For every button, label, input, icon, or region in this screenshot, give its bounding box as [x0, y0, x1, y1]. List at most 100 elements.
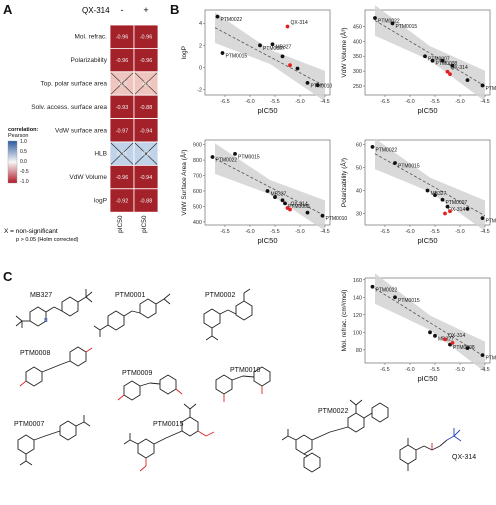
data-point: [271, 42, 275, 46]
molecule-label-qx314: QX-314: [452, 454, 476, 461]
heatmap-cell-value: 0.3: [142, 152, 150, 158]
data-point: [306, 81, 310, 85]
panel-b-letter: B: [170, 2, 179, 17]
heatmap-row-label: VdW Volume: [69, 174, 107, 181]
data-point-label: PTM0010: [486, 86, 496, 92]
data-point-label: PTM0010: [311, 83, 333, 89]
heatmap-cell-value: -0.88: [140, 199, 153, 205]
data-point: [371, 285, 375, 289]
heatmap-cell-value: -0.96: [116, 58, 129, 64]
y-axis-title: Mol. refrac. (cm³/mol): [341, 290, 348, 352]
y-tick-label: 60: [356, 143, 362, 149]
data-point-label: MB327: [276, 45, 292, 51]
data-point: [443, 212, 447, 216]
heatmap-col-label: pIC50: [141, 215, 148, 233]
scatter-vdw-surface-area: PTM0022PTM0015MB327PTM0008QX-314PTM0010-…: [179, 140, 347, 245]
non-significant-note: X = non-significant: [4, 228, 58, 235]
data-point: [428, 330, 432, 334]
heatmap-row-label: VdW surface area: [55, 127, 107, 134]
y-tick-label: 700: [193, 174, 202, 180]
data-point: [423, 54, 427, 58]
data-point: [481, 84, 485, 88]
scatter-polarizability: PTM0022PTM0015MB327PTM0007QX-314PTM0010-…: [339, 138, 496, 245]
panel-a-col-sign-minus: -: [121, 5, 124, 15]
x-tick-label: -5.5: [270, 229, 279, 235]
data-point: [393, 161, 397, 165]
data-point-label: PTM0015: [398, 163, 420, 169]
data-point-label: QX-314: [291, 202, 308, 208]
data-point: [448, 209, 452, 213]
y-tick-label: 0: [199, 65, 202, 71]
data-point-label: QX-314: [291, 20, 308, 26]
y-tick-label: 100: [353, 330, 362, 336]
data-point: [481, 353, 485, 357]
data-point-label: PTM0015: [226, 54, 248, 60]
y-tick-label: 400: [193, 220, 202, 226]
heatmap-cell-value: -0.97: [116, 128, 129, 134]
data-point: [373, 16, 377, 20]
x-tick-label: -6.0: [245, 99, 254, 105]
legend-ticks: 1.00.50.0-0.5-1.0: [20, 139, 29, 185]
molecule-ptm0009: PTM0009: [118, 370, 182, 400]
x-tick-label: -5.0: [295, 229, 304, 235]
significance-threshold-note: p > 0.05 (Holm corrected): [16, 237, 79, 243]
heatmap-cell-value: -0.92: [116, 199, 129, 205]
molecule-label-ptm0007: PTM0007: [14, 421, 44, 428]
x-tick-label: -6.5: [220, 229, 229, 235]
data-point-label: MB327: [431, 191, 447, 197]
heatmap-cell-value: -0.93: [116, 105, 129, 111]
heatmap-cell-value: -0.96: [140, 35, 153, 41]
data-point: [266, 189, 270, 193]
data-point: [481, 216, 485, 220]
molecule-ptm0001: PTM0001: [94, 292, 170, 337]
molecule-label-ptm0002: PTM0002: [205, 292, 235, 299]
y-axis-title: VdW Surface Area (Å²): [179, 149, 188, 215]
data-point: [431, 59, 435, 63]
data-point-label: PTM0010: [486, 219, 496, 225]
data-point: [393, 295, 397, 299]
heatmap-cell-value: -0.96: [140, 58, 153, 64]
data-point: [426, 189, 430, 193]
legend-tick-label: 1.0: [20, 139, 27, 145]
legend-tick-label: 0.0: [20, 159, 27, 165]
data-point: [306, 211, 310, 215]
y-tick-label: -2: [197, 87, 202, 93]
legend-tick-label: 0.5: [20, 149, 27, 155]
molecule-mb327: MB327 N: [16, 289, 92, 328]
heatmap-row-label: HLB: [94, 151, 107, 158]
data-point: [296, 67, 300, 71]
data-point: [321, 214, 325, 218]
x-tick-label: -4.5: [480, 99, 489, 105]
nitrogen-label: N: [44, 318, 48, 324]
heatmap-cell-value: -0.96: [116, 175, 129, 181]
x-axis-title: pIC50: [417, 374, 437, 383]
data-point-label: PTM0022: [376, 147, 398, 153]
data-point-label: PTM0015: [238, 154, 260, 160]
data-point: [371, 145, 375, 149]
y-tick-label: 30: [356, 212, 362, 218]
molecule-label-ptm0008: PTM0008: [20, 350, 50, 357]
data-point: [288, 208, 292, 212]
data-point: [466, 346, 470, 350]
data-point: [433, 193, 437, 197]
data-point-label: QX-314: [451, 65, 468, 71]
x-tick-label: -5.5: [430, 229, 439, 235]
data-point: [281, 198, 285, 202]
heatmap-row-label: Polarizability: [71, 57, 108, 64]
data-point: [466, 207, 470, 211]
x-tick-label: -6.5: [380, 229, 389, 235]
heatmap-cell-value: 0.31: [117, 152, 128, 158]
data-point: [443, 337, 447, 341]
heatmap-cell-value: -0.94: [140, 175, 153, 181]
heatmap-row-label: Solv. access. surface area: [31, 104, 107, 111]
x-tick-label: -5.0: [295, 99, 304, 105]
heatmap-row-label: Top. polar surface area: [41, 81, 108, 88]
molecule-ptm0002: PTM0002: [204, 289, 252, 340]
panel-a-compound-label: QX-314: [82, 6, 110, 15]
y-tick-label: 140: [353, 295, 362, 301]
molecule-ptm0022: PTM0022: [282, 400, 388, 472]
molecule-label-ptm0022: PTM0022: [318, 408, 348, 415]
y-tick-label: 4: [199, 21, 202, 27]
